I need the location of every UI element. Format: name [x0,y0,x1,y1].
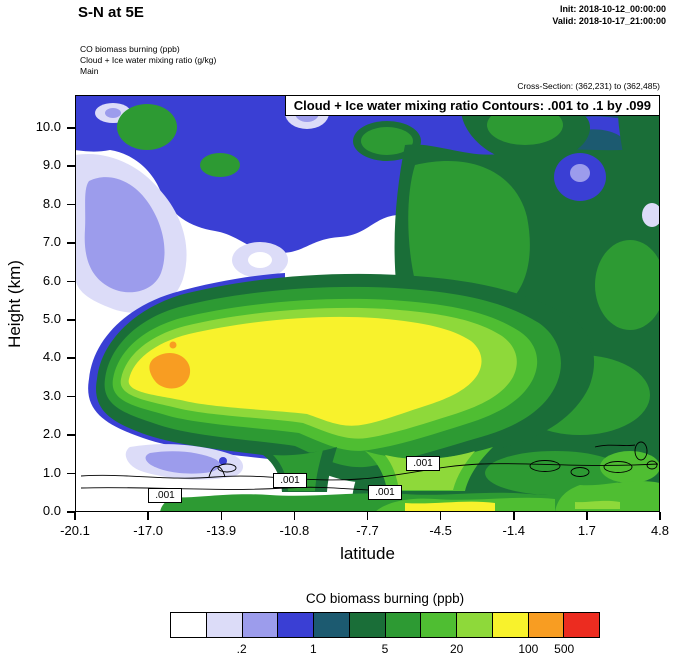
y-tick-mark [67,511,75,513]
x-tick-label: 4.8 [650,523,670,538]
colorbar-swatch [206,613,243,637]
colorbar-swatch [528,613,565,637]
colorbar-swatch [564,613,599,637]
cross-section-plot: Cloud + Ice water mixing ratio Contours:… [36,95,669,538]
x-tick-mark [366,512,369,520]
y-tick-mark [67,357,75,359]
colorbar-tick-label: 20 [449,642,464,656]
cloud-ice-contour-lines [80,441,659,491]
colorbar-swatch [278,613,314,637]
y-tick-mark [67,203,75,206]
variable-legend-block: CO biomass burning (ppb) Cloud + Ice wat… [80,44,216,78]
colorbar-swatch [457,613,493,637]
x-tick-mark [586,512,588,520]
contour-label-box: .001 [406,456,440,471]
x-tick-mark [659,512,661,520]
contour-label-box: .001 [148,488,182,503]
page-title: S-N at 5E [78,4,144,21]
cross-section-coordinates: Cross-Section: (362,231) to (362,485) [517,81,660,91]
colorbar-swatch [171,613,207,637]
colorbar: CO biomass burning (ppb) .2 1 5 20 100 500 [170,591,600,660]
y-tick-mark [67,434,75,436]
y-tick-label: 5.0 [42,311,61,326]
left-lavender-field [75,153,187,313]
y-tick-mark [67,242,75,244]
x-tick-mark [513,512,515,520]
y-tick-label: 1.0 [42,464,61,480]
colorbar-swatch [421,613,457,637]
surface-strip [160,481,660,512]
contour-variable-label: Cloud + Ice water mixing ratio (g/kg) [80,55,217,66]
x-tick-mark [147,512,149,520]
x-tick-mark [74,512,76,520]
y-tick-mark [67,165,75,167]
contour-info-banner: Cloud + Ice water mixing ratio Contours:… [284,95,660,116]
colorbar-swatch [242,613,279,637]
y-tick-label: 3.0 [42,387,61,403]
y-tick-label: 10.0 [35,119,61,134]
colorbar-tick-label: .2 [236,642,247,656]
colorbar-tick-label: 5 [381,642,389,656]
y-tick-label: 6.0 [42,272,61,288]
colorbar-swatch [492,613,529,637]
x-tick-label: -13.9 [206,523,237,538]
y-tick-label: 2.0 [42,426,61,442]
y-tick-label: 9.0 [42,157,61,173]
fill-variable-label: CO biomass burning (ppb) [80,44,180,54]
colorbar-tick-label: 1 [309,642,317,656]
y-tick-mark [67,472,75,475]
colorbar-title: CO biomass burning (ppb) [305,591,465,606]
co-plume-rings [88,273,595,483]
x-tick-label: -17.0 [133,523,163,538]
x-tick-mark [220,512,222,520]
y-tick-mark [67,319,75,321]
x-tick-label: 1.7 [577,523,596,538]
co-fill-field-canvas [75,95,660,512]
x-tick-label: -1.4 [502,523,525,538]
x-tick-mark [439,512,442,520]
domain-label: Main [80,66,99,77]
colorbar-swatches [170,612,600,638]
colorbar-swatch [314,613,350,637]
x-tick-label: -4.5 [429,523,452,538]
x-tick-label: -10.8 [279,523,310,538]
y-tick-label: 7.0 [42,234,61,250]
y-tick-label: 8.0 [42,195,61,211]
colorbar-swatch [349,613,386,637]
run-info: Init: 2018-10-12_00:00:00 Valid: 2018-10… [552,4,666,27]
y-tick-mark [67,127,75,129]
y-tick-label: 4.0 [42,349,61,365]
x-axis-title: latitude [340,544,395,563]
contour-label-box: .001 [368,485,402,500]
colorbar-tick-label: 100 [518,642,539,656]
colorbar-labels: .2 1 5 20 100 500 [170,642,600,660]
y-axis-title: Height (km) [5,259,25,348]
colorbar-swatch [385,613,422,637]
x-tick-mark [293,512,296,520]
y-tick-mark [67,395,75,398]
init-time: Init: 2018-10-12_00:00:00 [559,4,666,14]
valid-time: Valid: 2018-10-17_21:00:00 [552,15,666,26]
contour-label-box: .001 [273,473,307,488]
x-tick-label: -7.7 [356,523,379,538]
y-tick-mark [67,280,75,283]
y-tick-label: 0.0 [42,503,61,518]
x-tick-label: -20.1 [60,523,90,538]
colorbar-tick-label: 500 [554,642,575,656]
